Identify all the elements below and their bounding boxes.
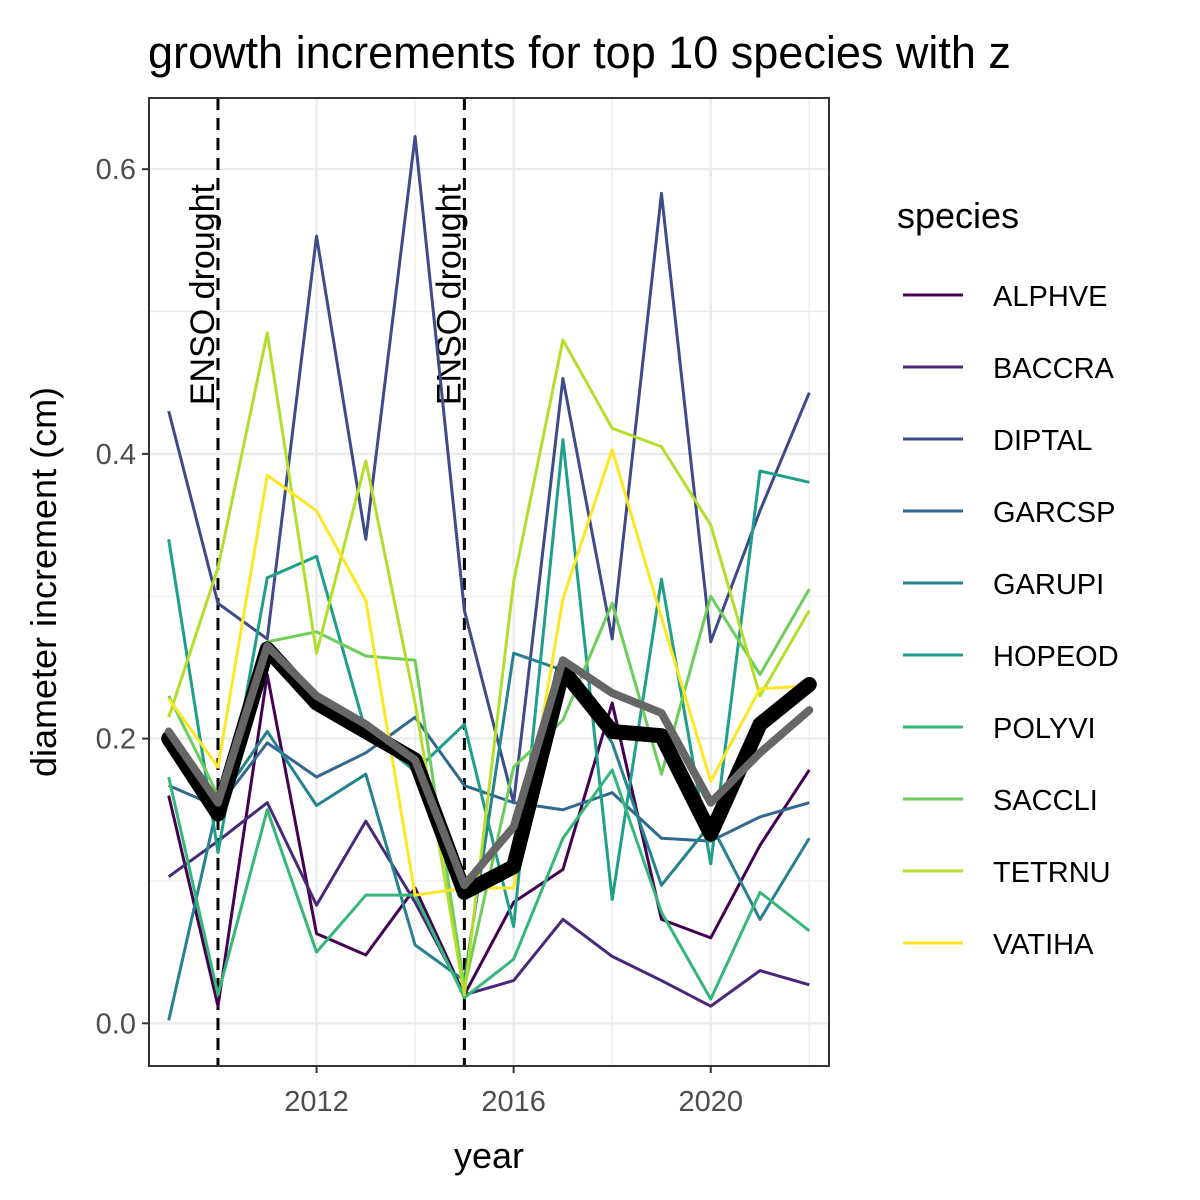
legend-title: species <box>897 195 1019 236</box>
event-label: ENSO drought <box>184 183 222 405</box>
event-label: ENSO drought <box>430 183 468 405</box>
y-tick-label: 0.4 <box>96 439 136 471</box>
legend-label-saccli: SACCLI <box>993 785 1098 817</box>
legend-label-polyvi: POLYVI <box>993 713 1096 745</box>
legend-label-tetrnu: TETRNU <box>993 857 1111 889</box>
x-axis-title: year <box>454 1135 524 1176</box>
legend-label-garupi: GARUPI <box>993 569 1104 601</box>
series-line-polyvi <box>167 768 811 1001</box>
legend: species ALPHVE BACCRA DIPTAL GARCSP GARUPI HO… <box>897 195 1119 961</box>
series-line-diptal <box>167 134 811 805</box>
legend-label-hopeod: HOPEOD <box>993 641 1119 673</box>
y-tick-label: 0.6 <box>96 154 136 186</box>
axis-layer: 0.0 0.2 0.4 0.6 2012 2016 2020 <box>96 154 743 1118</box>
series-line-alphve <box>167 673 811 1008</box>
summary-line-median <box>164 642 814 890</box>
legend-label-diptal: DIPTAL <box>993 425 1092 457</box>
plot-panel-border <box>148 97 830 1067</box>
summary-layer <box>161 641 817 900</box>
legend-label-alphve: ALPHVE <box>993 281 1107 313</box>
event-layer: ENSO drought ENSO drought <box>184 98 468 1066</box>
series-line-tetrnu <box>167 331 811 997</box>
y-tick-label: 0.2 <box>96 724 136 756</box>
y-tick-label: 0.0 <box>96 1008 136 1040</box>
series-line-vatiha <box>167 448 810 897</box>
series-line-baccra <box>167 801 810 1008</box>
plot-background <box>149 98 829 1066</box>
legend-label-vatiha: VATIHA <box>993 929 1094 961</box>
chart-title: growth increments for top 10 species wit… <box>148 27 1011 78</box>
x-tick-label: 2020 <box>678 1086 743 1118</box>
legend-label-baccra: BACCRA <box>993 353 1115 385</box>
x-tick-label: 2016 <box>481 1086 546 1118</box>
x-tick-label: 2012 <box>284 1086 349 1118</box>
legend-label-garcsp: GARCSP <box>993 497 1115 529</box>
y-axis-title: diameter increment (cm) <box>23 387 64 777</box>
